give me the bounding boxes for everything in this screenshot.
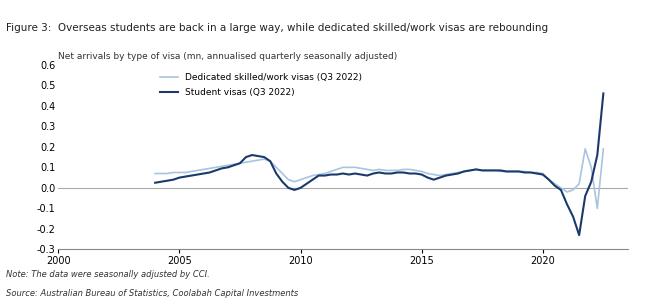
Text: Net arrivals by type of visa (mn, annualised quarterly seasonally adjusted): Net arrivals by type of visa (mn, annual… [58,52,397,61]
Dedicated skilled/work visas (Q3 2022) [593,207,601,210]
Dedicated skilled/work visas (Q3 2022) [521,170,529,173]
Dedicated skilled/work visas (Q3 2022) [581,147,589,151]
Student visas (Q3 2022) [188,174,195,177]
Dedicated skilled/work visas (Q3 2022) [551,182,559,186]
Dedicated skilled/work visas (Q3 2022) [600,147,608,151]
Text: Figure 3:  Overseas students are back in a large way, while dedicated skilled/wo: Figure 3: Overseas students are back in … [6,23,549,33]
Dedicated skilled/work visas (Q3 2022) [503,170,510,173]
Student visas (Q3 2022) [600,91,608,95]
Dedicated skilled/work visas (Q3 2022) [509,170,516,173]
Student visas (Q3 2022) [551,184,559,188]
Dedicated skilled/work visas (Q3 2022) [151,172,159,175]
Dedicated skilled/work visas (Q3 2022) [188,170,195,173]
Dedicated skilled/work visas (Q3 2022) [490,168,498,172]
Student visas (Q3 2022) [503,170,510,173]
Student visas (Q3 2022) [151,181,159,184]
Line: Student visas (Q3 2022): Student visas (Q3 2022) [155,93,604,235]
Text: Note: The data were seasonally adjusted by CCI.: Note: The data were seasonally adjusted … [6,270,210,279]
Legend: Dedicated skilled/work visas (Q3 2022), Student visas (Q3 2022): Dedicated skilled/work visas (Q3 2022), … [160,73,362,97]
Text: Source: Australian Bureau of Statistics, Coolabah Capital Investments: Source: Australian Bureau of Statistics,… [6,289,299,298]
Student visas (Q3 2022) [575,233,583,237]
Student visas (Q3 2022) [490,168,498,172]
Student visas (Q3 2022) [521,171,529,174]
Student visas (Q3 2022) [509,170,516,173]
Line: Dedicated skilled/work visas (Q3 2022): Dedicated skilled/work visas (Q3 2022) [155,149,604,209]
